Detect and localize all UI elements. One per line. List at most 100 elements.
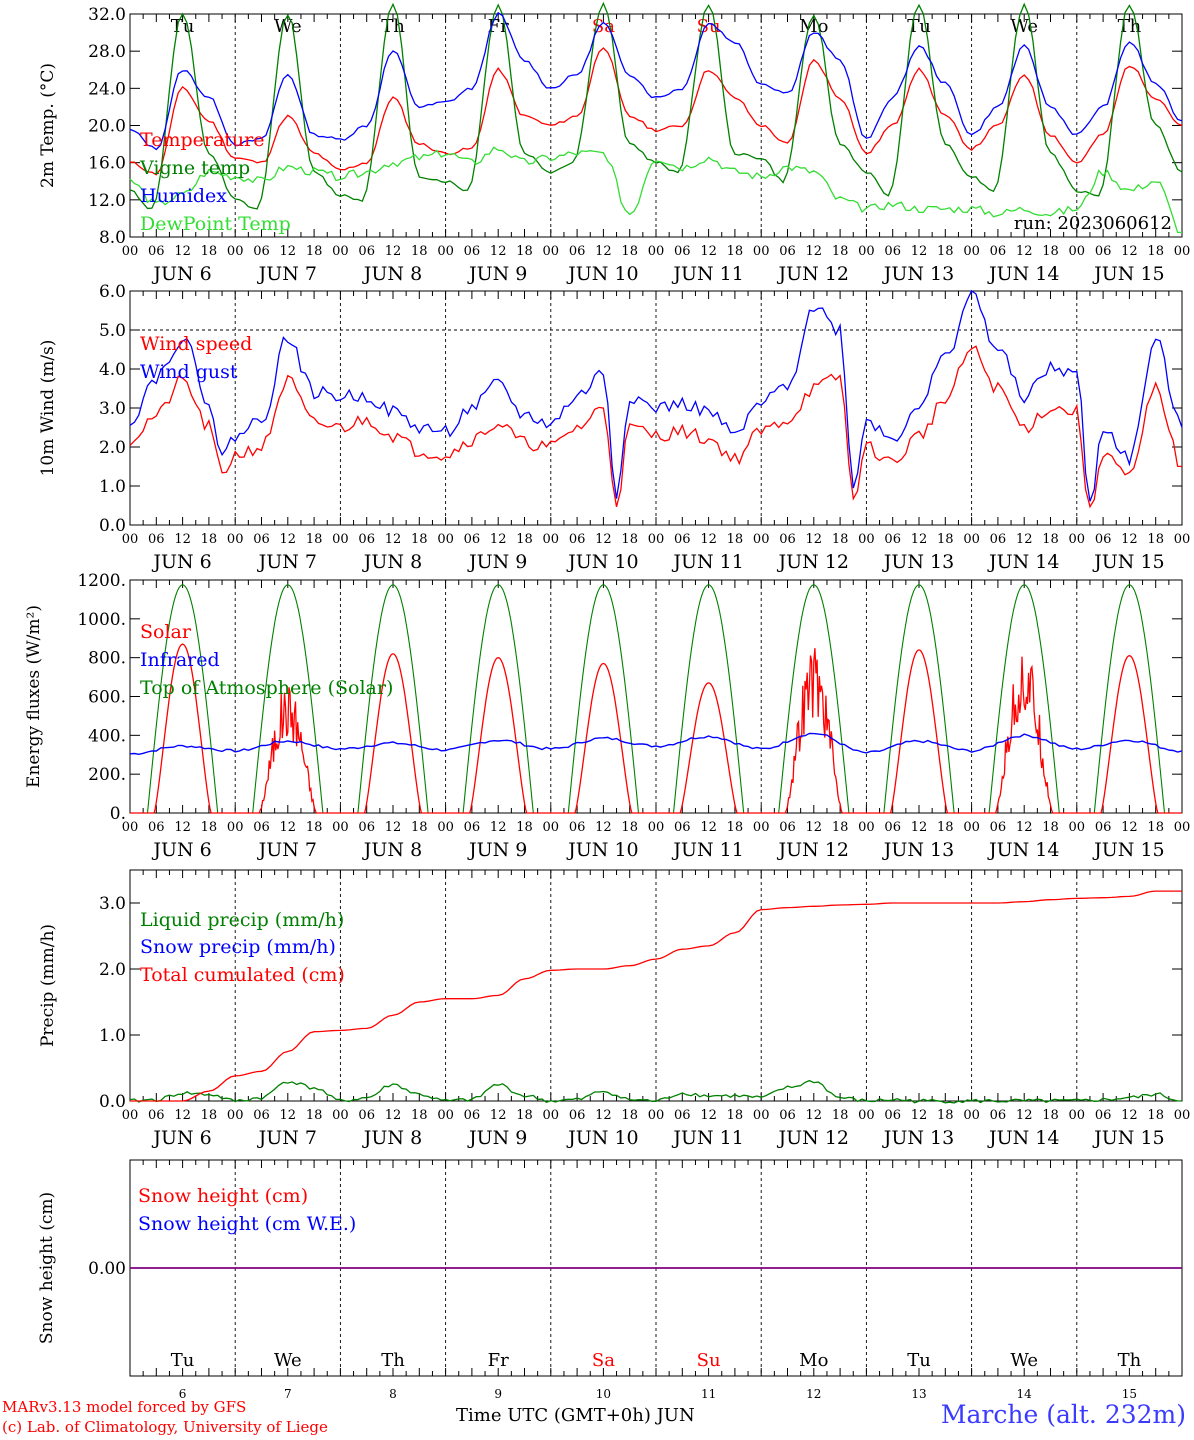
bottom-day-abbr: Mo: [799, 1350, 828, 1371]
date-label: JUN 11: [671, 263, 743, 285]
bottom-day-abbr: Th: [381, 1350, 405, 1371]
legend-entry: Top of Atmosphere (Solar): [140, 677, 393, 699]
series-solar-line: [130, 643, 1182, 814]
bottom-day-number: 11: [701, 1387, 716, 1401]
date-label: JUN 12: [777, 551, 849, 573]
hour-tick-label: 12: [806, 532, 823, 547]
hour-tick-label: 06: [674, 244, 691, 259]
hour-tick-label: 00: [332, 244, 349, 259]
series-liquid-precip-mm-h-line: [129, 1079, 1183, 1104]
bottom-day-number: 8: [389, 1387, 397, 1401]
y-axis-label: Snow height (cm): [37, 1192, 57, 1344]
y-tick-label: 28.0: [88, 42, 126, 62]
hour-tick-label: 00: [332, 820, 349, 835]
hour-tick-label: 06: [569, 244, 586, 259]
hour-tick-label: 12: [1016, 244, 1033, 259]
date-label: JUN 10: [566, 1127, 638, 1149]
hour-tick-label: 18: [1042, 820, 1059, 835]
date-label: JUN 6: [151, 1127, 211, 1149]
hour-tick-label: 12: [1121, 1108, 1138, 1123]
y-tick-label: 200.: [88, 765, 126, 785]
y-tick-label: 3.0: [99, 894, 126, 914]
hour-tick-label: 06: [358, 1108, 375, 1123]
hour-tick-label: 00: [753, 244, 770, 259]
legend-entry: Snow precip (mm/h): [140, 936, 336, 958]
y-tick-label: 1000.: [77, 610, 126, 630]
hour-tick-label: 00: [122, 1108, 139, 1123]
hour-tick-label: 18: [1147, 244, 1164, 259]
bottom-day-number: 12: [806, 1387, 821, 1401]
hour-tick-label: 12: [806, 820, 823, 835]
time-axis-title: Time UTC (GMT+0h) JUN: [456, 1405, 695, 1426]
legend-entry: DewPoint Temp: [140, 213, 291, 235]
hour-tick-label: 12: [280, 1108, 297, 1123]
legend-entry: Total cumulated (cm): [140, 964, 345, 986]
date-label: JUN 13: [882, 1127, 954, 1149]
hour-tick-label: 12: [700, 244, 717, 259]
series-wind-speedline: [129, 345, 1183, 509]
hour-tick-label: 18: [516, 244, 533, 259]
hour-tick-label: 12: [911, 244, 928, 259]
date-label: JUN 15: [1092, 1127, 1164, 1149]
hour-tick-label: 18: [201, 1108, 218, 1123]
date-label: JUN 7: [257, 839, 317, 861]
hour-tick-label: 18: [621, 244, 638, 259]
hour-tick-label: 00: [1069, 532, 1086, 547]
hour-tick-label: 06: [253, 532, 270, 547]
hour-tick-label: 00: [648, 244, 665, 259]
date-label: JUN 10: [566, 263, 638, 285]
hour-tick-label: 12: [490, 244, 507, 259]
bottom-day-abbr: Tu: [171, 1350, 195, 1371]
date-label: JUN 14: [987, 551, 1059, 573]
hour-tick-label: 12: [385, 244, 402, 259]
hour-tick-label: 18: [937, 820, 954, 835]
legend-entry: Snow height (cm): [138, 1185, 308, 1207]
date-label: JUN 8: [362, 551, 422, 573]
hour-tick-label: 00: [1174, 1108, 1191, 1123]
hour-tick-label: 06: [779, 1108, 796, 1123]
hour-tick-label: 06: [990, 820, 1007, 835]
hour-tick-label: 12: [174, 532, 191, 547]
hour-tick-label: 06: [884, 244, 901, 259]
hour-tick-label: 00: [437, 244, 454, 259]
series-temperatureline: [129, 47, 1183, 176]
date-label: JUN 9: [467, 1127, 527, 1149]
hour-tick-label: 06: [884, 820, 901, 835]
hour-tick-label: 18: [411, 532, 428, 547]
day-abbr: Mo: [799, 16, 828, 37]
hour-tick-label: 00: [1174, 244, 1191, 259]
hour-tick-label: 18: [306, 244, 323, 259]
station-name: Marche (alt. 232m): [940, 1400, 1186, 1429]
date-label: JUN 10: [566, 839, 638, 861]
hour-tick-label: 00: [858, 244, 875, 259]
date-label: JUN 6: [151, 839, 211, 861]
panel-snow: 0.00 Snow height (cm) Snow height (cm) Snow…: [37, 1159, 1183, 1377]
hour-tick-label: 00: [753, 1108, 770, 1123]
legend-entry: Humidex: [140, 185, 227, 207]
date-label: JUN 12: [777, 263, 849, 285]
date-label: JUN 6: [151, 551, 211, 573]
hour-tick-label: 00: [963, 1108, 980, 1123]
series-vigne-templine: [129, 1, 1183, 210]
run-annotation: run: 2023060612: [1014, 213, 1172, 234]
hour-tick-label: 18: [1042, 1108, 1059, 1123]
y-axis-label: Energy fluxes (W/m²): [24, 605, 44, 788]
hour-tick-label: 00: [753, 532, 770, 547]
hour-tick-label: 18: [727, 532, 744, 547]
hour-tick-label: 18: [727, 820, 744, 835]
bottom-day-abbr: Sa: [592, 1350, 615, 1371]
hour-tick-label: 00: [858, 1108, 875, 1123]
bottom-day-abbr: We: [274, 1350, 302, 1371]
hour-tick-label: 00: [332, 532, 349, 547]
hour-tick-label: 06: [884, 1108, 901, 1123]
hour-tick-label: 12: [911, 532, 928, 547]
hour-tick-label: 12: [280, 244, 297, 259]
date-label: JUN 12: [777, 839, 849, 861]
bottom-day-number: 10: [596, 1387, 611, 1401]
date-label: JUN 8: [362, 1127, 422, 1149]
hour-tick-label: 06: [464, 820, 481, 835]
hour-tick-label: 12: [385, 1108, 402, 1123]
hour-tick-label: 12: [595, 820, 612, 835]
hour-tick-label: 18: [306, 820, 323, 835]
y-axis-label: 2m Temp. (°C): [38, 63, 58, 188]
